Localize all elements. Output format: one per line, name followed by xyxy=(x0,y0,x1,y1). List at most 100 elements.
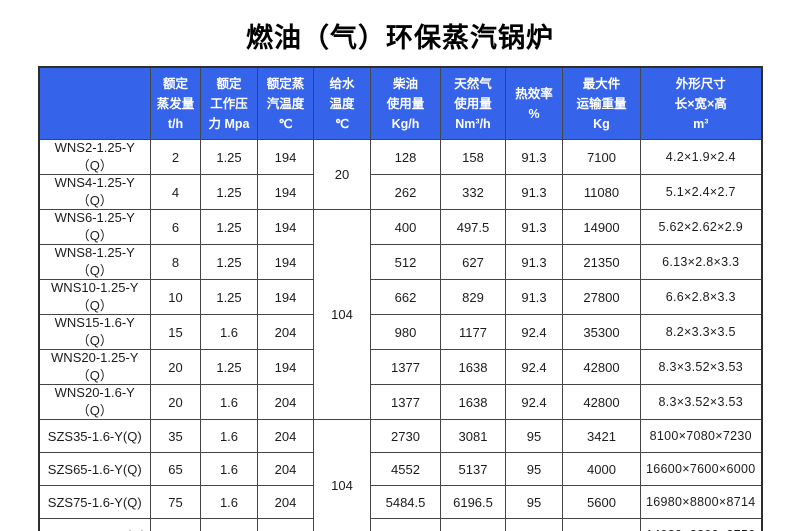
table-row: WNS6-1.25-Y （Q） 6 1.25 194 104 400 497.5 91.3 14… xyxy=(38,209,762,420)
cell-natural-gas-consumption: 1638 xyxy=(440,349,506,385)
column-header-max-transport-weight-line: Kg xyxy=(593,116,610,131)
cell-thermal-efficiency: 91.3 xyxy=(505,174,563,210)
column-header-overall-dimensions-line: m³ xyxy=(693,116,709,131)
column-header-rated-evaporation-line: t/h xyxy=(167,116,184,131)
column-header-natural-gas-consumption-line: 天然气 xyxy=(454,76,492,91)
cell-overall-dimensions: 5.62×2.62×2.9 xyxy=(640,209,762,245)
cell-natural-gas-consumption: 497.5 xyxy=(440,209,506,245)
cell-diesel-consumption: 262 xyxy=(370,174,441,210)
cell-model: SZS35-1.6-Y(Q) xyxy=(38,419,151,453)
cell-thermal-efficiency: 92.4 xyxy=(505,349,563,385)
column-header-overall-dimensions-line: 长×宽×高 xyxy=(674,96,727,111)
column-header-natural-gas-consumption-line: Nm³/h xyxy=(455,116,491,131)
cell-overall-dimensions: 6.6×2.8×3.3 xyxy=(640,279,762,315)
cell-rated-working-pressure: 3.82 xyxy=(200,518,258,531)
cell-rated-evaporation: 35 xyxy=(150,419,201,453)
cell-diesel-consumption: 4552 xyxy=(370,452,441,486)
cell-thermal-efficiency: 95 xyxy=(505,485,563,519)
column-header-feedwater-temp: 给水 温度 ℃ xyxy=(313,66,371,140)
table-row: WNS20-1.6-Y （Q） 20 1.6 204 1377 1638 92.4 42800… xyxy=(38,384,762,420)
cell-model: WNS20-1.25-Y（Q） xyxy=(38,349,151,385)
cell-natural-gas-consumption: 829 xyxy=(440,279,506,315)
column-header-natural-gas-consumption-line: 使用量 xyxy=(454,96,492,111)
column-header-rated-working-pressure-line: 力 Mpa xyxy=(208,116,250,131)
cell-natural-gas-consumption: 1177 xyxy=(440,314,506,350)
cell-max-transport-weight: 21350 xyxy=(562,244,641,280)
cell-rated-steam-temp: 194 xyxy=(257,209,314,245)
cell-model: SZS75-1.6-Y(Q) xyxy=(38,485,151,519)
cell-model: WNS2-1.25-Y （Q） xyxy=(38,139,151,175)
table-row: WNS8-1.25-Y （Q） 8 1.25 194 512 627 91.3 21350 6.… xyxy=(38,244,762,280)
cell-rated-evaporation: 6 xyxy=(150,209,201,245)
cell-diesel-consumption: 5484.5 xyxy=(370,485,441,519)
table-header: 额定 蒸发量 t/h 额定 工作压力 Mpa 额定蒸 汽温度 ℃ 给水 温度 ℃ 柴油 使用量 Kg/h 天… xyxy=(38,66,762,140)
cell-model: SZS65-1.6-Y(Q) xyxy=(38,452,151,486)
cell-rated-steam-temp: 350 xyxy=(257,518,314,531)
column-header-rated-steam-temp-line: 额定蒸 xyxy=(266,76,305,91)
cell-rated-steam-temp: 204 xyxy=(257,419,314,453)
column-header-rated-working-pressure: 额定 工作压力 Mpa xyxy=(200,66,258,140)
cell-model: WNS10-1.25-Y（Q） xyxy=(38,279,151,315)
table-row: WNS20-1.25-Y（Q） 20 1.25 194 1377 1638 92.4 4280… xyxy=(38,349,762,385)
cell-diesel-consumption: 5684.5 xyxy=(370,518,441,531)
cell-thermal-efficiency: 91.3 xyxy=(505,209,563,245)
cell-overall-dimensions: 4.2×1.9×2.4 xyxy=(640,139,762,175)
table-header-row: 额定 蒸发量 t/h 额定 工作压力 Mpa 额定蒸 汽温度 ℃ 给水 温度 ℃ 柴油 使用量 Kg/h 天… xyxy=(38,66,762,140)
cell-max-transport-weight: 35300 xyxy=(562,314,641,350)
cell-rated-steam-temp: 194 xyxy=(257,174,314,210)
column-header-max-transport-weight-line: 运输重量 xyxy=(576,96,627,111)
table-row: WNS15-1.6-Y （Q） 15 1.6 204 980 1177 92.4 35300 8… xyxy=(38,314,762,350)
cell-feedwater-temp-merged: 104 xyxy=(313,419,371,531)
cell-natural-gas-consumption: 158 xyxy=(440,139,506,175)
cell-thermal-efficiency: 92.4 xyxy=(505,384,563,420)
table-row: WNS10-1.25-Y（Q） 10 1.25 194 662 829 91.3 27800 6… xyxy=(38,279,762,315)
column-header-model xyxy=(38,66,151,140)
cell-natural-gas-consumption: 6196.5 xyxy=(440,485,506,519)
cell-rated-working-pressure: 1.6 xyxy=(200,384,258,420)
cell-max-transport-weight: 6600 xyxy=(562,518,641,531)
cell-overall-dimensions: 6.13×2.8×3.3 xyxy=(640,244,762,280)
cell-thermal-efficiency: 91.3 xyxy=(505,244,563,280)
cell-max-transport-weight: 27800 xyxy=(562,279,641,315)
cell-overall-dimensions: 8.2×3.3×3.5 xyxy=(640,314,762,350)
cell-model: WNS6-1.25-Y （Q） xyxy=(38,209,151,245)
cell-overall-dimensions: 5.1×2.4×2.7 xyxy=(640,174,762,210)
cell-rated-steam-temp: 194 xyxy=(257,244,314,280)
column-header-overall-dimensions-line: 外形尺寸 xyxy=(675,76,726,91)
cell-rated-working-pressure: 1.25 xyxy=(200,244,258,280)
table-row: SZS75-3.82-Y(Q)753.82350 5684.56296.59566… xyxy=(38,518,762,531)
cell-feedwater-temp-merged: 104 xyxy=(313,209,371,420)
cell-rated-evaporation: 65 xyxy=(150,452,201,486)
column-header-feedwater-temp-line: 给水 xyxy=(329,76,355,91)
page-title: 燃油（气）环保蒸汽锅炉 xyxy=(246,23,554,54)
cell-rated-evaporation: 15 xyxy=(150,314,201,350)
cell-diesel-consumption: 1377 xyxy=(370,384,441,420)
table-row: WNS2-1.25-Y （Q） 2 1.25 194 20 128 158 91.3 7100 4… xyxy=(38,139,762,210)
cell-rated-steam-temp: 194 xyxy=(257,139,314,175)
cell-max-transport-weight: 5600 xyxy=(562,485,641,519)
cell-thermal-efficiency: 95 xyxy=(505,518,563,531)
column-header-rated-steam-temp-line: 汽温度 xyxy=(266,96,305,111)
column-header-diesel-consumption-line: 使用量 xyxy=(386,96,425,111)
cell-rated-steam-temp: 204 xyxy=(257,314,314,350)
cell-overall-dimensions: 16980×8800×8714 xyxy=(640,485,762,519)
column-header-thermal-efficiency: 热效率% xyxy=(505,66,563,140)
cell-rated-working-pressure: 1.6 xyxy=(200,314,258,350)
cell-diesel-consumption: 980 xyxy=(370,314,441,350)
cell-natural-gas-consumption: 6296.5 xyxy=(440,518,506,531)
cell-max-transport-weight: 14900 xyxy=(562,209,641,245)
cell-rated-steam-temp: 204 xyxy=(257,485,314,519)
cell-natural-gas-consumption: 1638 xyxy=(440,384,506,420)
cell-thermal-efficiency: 95 xyxy=(505,452,563,486)
cell-diesel-consumption: 400 xyxy=(370,209,441,245)
column-header-overall-dimensions: 外形尺寸长×宽×高 m³ xyxy=(640,66,762,140)
cell-natural-gas-consumption: 3081 xyxy=(440,419,506,453)
cell-max-transport-weight: 42800 xyxy=(562,384,641,420)
cell-diesel-consumption: 1377 xyxy=(370,349,441,385)
cell-diesel-consumption: 2730 xyxy=(370,419,441,453)
cell-rated-steam-temp: 204 xyxy=(257,384,314,420)
column-header-diesel-consumption: 柴油 使用量 Kg/h xyxy=(370,66,441,140)
cell-overall-dimensions: 8100×7080×7230 xyxy=(640,419,762,453)
cell-rated-steam-temp: 194 xyxy=(257,279,314,315)
